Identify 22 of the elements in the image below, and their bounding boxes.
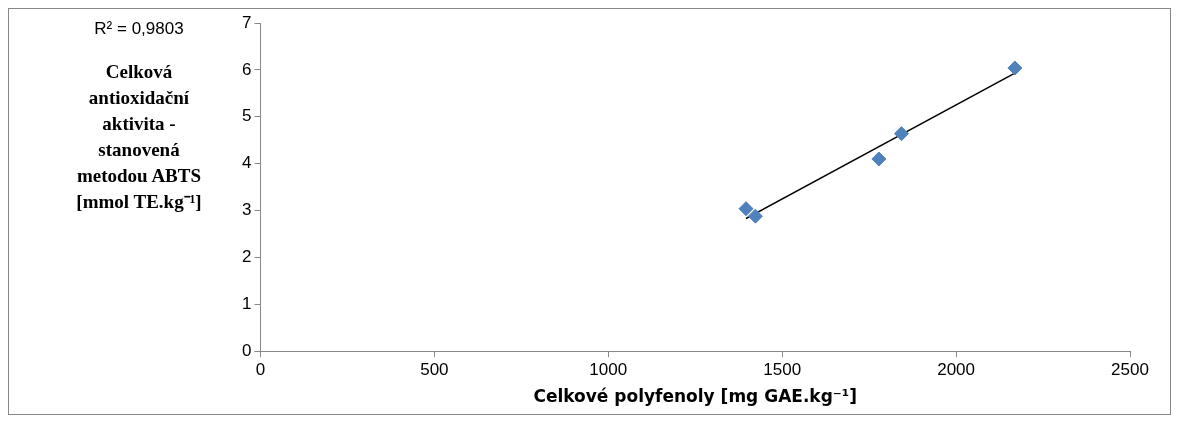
x-tick-label: 1000: [589, 360, 628, 380]
x-axis-title: Celkové polyfenoly [mg GAE.kg⁻¹]: [533, 386, 858, 407]
y-axis-title: Celková antioxidační aktivita - stanovená metodou ABTS [mmol TE.kg⁻¹]: [75, 60, 203, 214]
y-tick-label: 6: [241, 59, 252, 79]
y-tick-label: 1: [241, 294, 252, 313]
point: [738, 201, 754, 217]
point: [747, 208, 763, 224]
x-tick-label: 2500: [1111, 360, 1149, 380]
y-tick-label: 2: [241, 247, 252, 267]
x-tick-label: 500: [420, 360, 449, 380]
x-tick-label: 2000: [937, 360, 976, 380]
y-tick-label: 7: [241, 12, 252, 32]
x-tick-label: 1500: [763, 360, 802, 380]
y-tick-label: 0: [241, 340, 252, 360]
x-tick-label: 0: [255, 360, 266, 380]
y-tick-label: 3: [241, 200, 252, 220]
point: [871, 151, 887, 167]
point: [893, 126, 909, 142]
y-tick-label: 5: [241, 106, 252, 126]
text: R² = 0,9803: [93, 19, 185, 39]
point: [1007, 60, 1023, 76]
y-tick-label: 4: [241, 153, 252, 173]
